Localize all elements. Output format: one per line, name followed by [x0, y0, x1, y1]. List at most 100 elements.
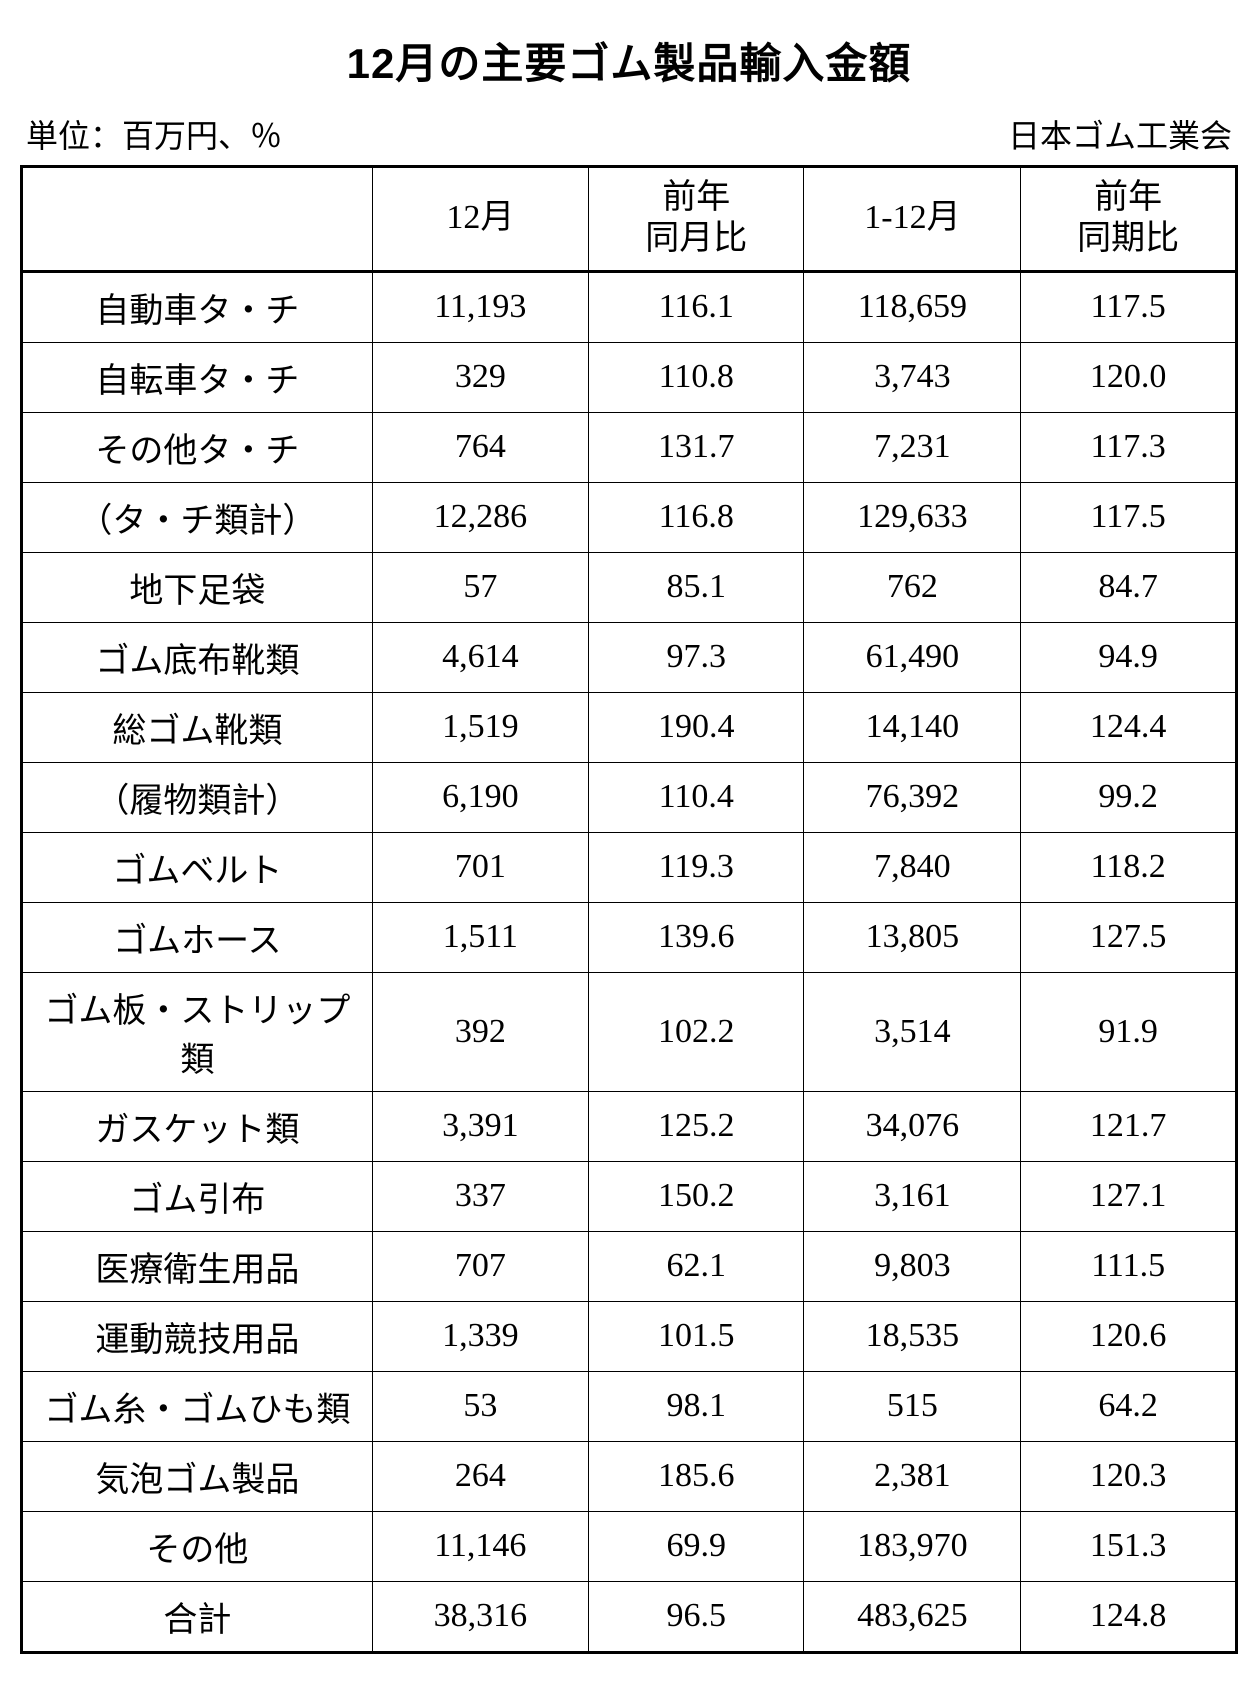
table-row: ガスケット類3,391125.234,076121.7 — [22, 1091, 1237, 1161]
table-row: ゴムベルト701119.37,840118.2 — [22, 832, 1237, 902]
cell-value: 392 — [372, 972, 588, 1091]
row-label: その他 — [22, 1511, 373, 1581]
cell-value: 99.2 — [1021, 762, 1237, 832]
cell-value: 3,391 — [372, 1091, 588, 1161]
row-label: 自動車タ・チ — [22, 271, 373, 342]
cell-value: 127.1 — [1021, 1161, 1237, 1231]
cell-value: 117.5 — [1021, 271, 1237, 342]
cell-value: 139.6 — [588, 902, 804, 972]
data-table: 12月 前年同月比 1-12月 前年同期比 自動車タ・チ11,193116.11… — [20, 165, 1238, 1654]
cell-value: 1,511 — [372, 902, 588, 972]
cell-value: 1,519 — [372, 692, 588, 762]
table-body: 自動車タ・チ11,193116.1118,659117.5自転車タ・チ32911… — [22, 271, 1237, 1652]
cell-value: 120.3 — [1021, 1441, 1237, 1511]
cell-value: 129,633 — [804, 482, 1021, 552]
cell-value: 124.4 — [1021, 692, 1237, 762]
row-label: （タ・チ類計） — [22, 482, 373, 552]
table-row: 地下足袋5785.176284.7 — [22, 552, 1237, 622]
cell-value: 6,190 — [372, 762, 588, 832]
cell-value: 120.6 — [1021, 1301, 1237, 1371]
row-label: ガスケット類 — [22, 1091, 373, 1161]
cell-value: 11,146 — [372, 1511, 588, 1581]
cell-value: 94.9 — [1021, 622, 1237, 692]
cell-value: 190.4 — [588, 692, 804, 762]
row-label: ゴム糸・ゴムひも類 — [22, 1371, 373, 1441]
cell-value: 61,490 — [804, 622, 1021, 692]
cell-value: 185.6 — [588, 1441, 804, 1511]
cell-value: 111.5 — [1021, 1231, 1237, 1301]
cell-value: 13,805 — [804, 902, 1021, 972]
col-header-label — [22, 167, 373, 272]
cell-value: 120.0 — [1021, 342, 1237, 412]
cell-value: 1,339 — [372, 1301, 588, 1371]
cell-value: 116.8 — [588, 482, 804, 552]
cell-value: 64.2 — [1021, 1371, 1237, 1441]
row-label: 医療衛生用品 — [22, 1231, 373, 1301]
unit-label: 単位：百万円、％ — [26, 111, 282, 157]
cell-value: 117.3 — [1021, 412, 1237, 482]
cell-value: 97.3 — [588, 622, 804, 692]
cell-value: 9,803 — [804, 1231, 1021, 1301]
table-row: 総ゴム靴類1,519190.414,140124.4 — [22, 692, 1237, 762]
table-row: （タ・チ類計）12,286116.8129,633117.5 — [22, 482, 1237, 552]
row-label: 気泡ゴム製品 — [22, 1441, 373, 1511]
cell-value: 515 — [804, 1371, 1021, 1441]
cell-value: 110.4 — [588, 762, 804, 832]
cell-value: 57 — [372, 552, 588, 622]
row-label: 運動競技用品 — [22, 1301, 373, 1371]
cell-value: 125.2 — [588, 1091, 804, 1161]
cell-value: 4,614 — [372, 622, 588, 692]
table-row: 自転車タ・チ329110.83,743120.0 — [22, 342, 1237, 412]
cell-value: 76,392 — [804, 762, 1021, 832]
source-label: 日本ゴム工業会 — [1008, 111, 1232, 157]
cell-value: 102.2 — [588, 972, 804, 1091]
table-row: 合計38,31696.5483,625124.8 — [22, 1581, 1237, 1652]
table-row: 自動車タ・チ11,193116.1118,659117.5 — [22, 271, 1237, 342]
table-row: ゴム糸・ゴムひも類5398.151564.2 — [22, 1371, 1237, 1441]
row-label: （履物類計） — [22, 762, 373, 832]
cell-value: 119.3 — [588, 832, 804, 902]
cell-value: 3,161 — [804, 1161, 1021, 1231]
table-row: （履物類計）6,190110.476,39299.2 — [22, 762, 1237, 832]
row-label: 地下足袋 — [22, 552, 373, 622]
row-label: ゴム引布 — [22, 1161, 373, 1231]
cell-value: 96.5 — [588, 1581, 804, 1652]
table-row: 運動競技用品1,339101.518,535120.6 — [22, 1301, 1237, 1371]
col-header-yoy-period: 前年同期比 — [1021, 167, 1237, 272]
cell-value: 150.2 — [588, 1161, 804, 1231]
row-label: その他タ・チ — [22, 412, 373, 482]
cell-value: 762 — [804, 552, 1021, 622]
cell-value: 118,659 — [804, 271, 1021, 342]
row-label: ゴム板・ストリップ類 — [22, 972, 373, 1091]
row-label: ゴム底布靴類 — [22, 622, 373, 692]
table-row: その他タ・チ764131.77,231117.3 — [22, 412, 1237, 482]
cell-value: 264 — [372, 1441, 588, 1511]
cell-value: 91.9 — [1021, 972, 1237, 1091]
table-header-row: 12月 前年同月比 1-12月 前年同期比 — [22, 167, 1237, 272]
cell-value: 101.5 — [588, 1301, 804, 1371]
col-header-dec: 12月 — [372, 167, 588, 272]
cell-value: 116.1 — [588, 271, 804, 342]
cell-value: 98.1 — [588, 1371, 804, 1441]
cell-value: 131.7 — [588, 412, 804, 482]
cell-value: 14,140 — [804, 692, 1021, 762]
cell-value: 127.5 — [1021, 902, 1237, 972]
cell-value: 62.1 — [588, 1231, 804, 1301]
cell-value: 701 — [372, 832, 588, 902]
cell-value: 11,193 — [372, 271, 588, 342]
cell-value: 2,381 — [804, 1441, 1021, 1511]
cell-value: 53 — [372, 1371, 588, 1441]
col-header-yoy-month: 前年同月比 — [588, 167, 804, 272]
cell-value: 84.7 — [1021, 552, 1237, 622]
cell-value: 121.7 — [1021, 1091, 1237, 1161]
cell-value: 38,316 — [372, 1581, 588, 1652]
page-title: 12月の主要ゴム製品輸入金額 — [20, 30, 1238, 91]
cell-value: 34,076 — [804, 1091, 1021, 1161]
cell-value: 707 — [372, 1231, 588, 1301]
table-row: 医療衛生用品70762.19,803111.5 — [22, 1231, 1237, 1301]
row-label: 合計 — [22, 1581, 373, 1652]
row-label: ゴムホース — [22, 902, 373, 972]
cell-value: 3,743 — [804, 342, 1021, 412]
cell-value: 7,840 — [804, 832, 1021, 902]
cell-value: 764 — [372, 412, 588, 482]
